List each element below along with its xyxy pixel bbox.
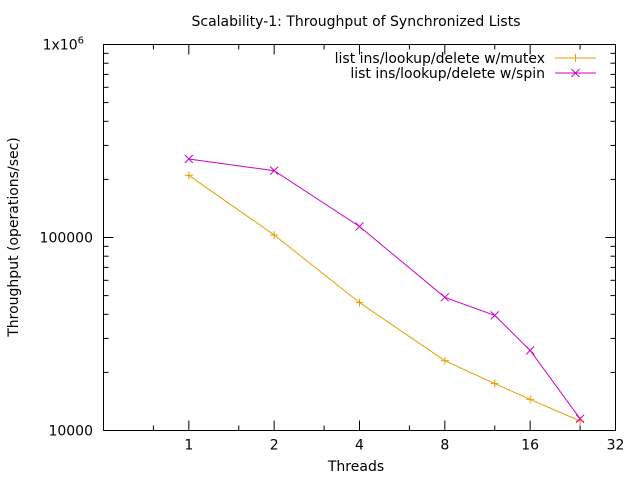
x-axis: 1 2 4 8 16 32 <box>152 44 625 454</box>
y-axis-label: Throughput (operations/sec) <box>6 137 22 338</box>
y-tick-label: 1x106 <box>43 36 84 54</box>
series <box>184 171 585 426</box>
data-point <box>575 414 585 424</box>
y-tick-label: 10000 <box>48 424 93 440</box>
legend-item: list ins/lookup/delete w/spin <box>350 66 596 82</box>
y-axis: 10000 100000 1x106 <box>40 36 616 440</box>
series <box>184 154 585 424</box>
data-point <box>490 379 499 388</box>
data-point <box>184 154 194 164</box>
data-point <box>440 292 450 302</box>
x-axis-label: Threads <box>327 459 384 475</box>
legend-label: list ins/lookup/delete w/mutex <box>335 51 545 67</box>
legend-label: list ins/lookup/delete w/spin <box>350 66 545 82</box>
data-point <box>526 395 535 404</box>
data-point <box>490 311 500 320</box>
series-line <box>188 174 581 422</box>
series-layer <box>184 154 585 426</box>
data-point <box>571 68 580 78</box>
data-point <box>571 54 580 62</box>
data-point <box>355 222 364 231</box>
data-point <box>440 356 449 365</box>
data-point <box>355 298 364 307</box>
x-tick-label: 32 <box>607 438 625 454</box>
data-point <box>184 171 193 180</box>
chart-title: Scalability-1: Throughput of Synchronize… <box>191 14 520 30</box>
x-tick-label: 1 <box>184 438 193 454</box>
x-tick-label: 2 <box>270 438 279 454</box>
series-line <box>188 158 581 420</box>
data-point <box>270 231 279 240</box>
x-tick-label: 8 <box>440 438 449 454</box>
y-tick-label: 100000 <box>40 231 93 247</box>
x-tick-label: 16 <box>521 438 539 454</box>
data-point <box>525 346 535 355</box>
x-tick-label: 4 <box>355 438 364 454</box>
plot-frame <box>103 44 616 431</box>
legend-item: list ins/lookup/delete w/mutex <box>335 51 596 67</box>
data-point <box>269 166 279 176</box>
